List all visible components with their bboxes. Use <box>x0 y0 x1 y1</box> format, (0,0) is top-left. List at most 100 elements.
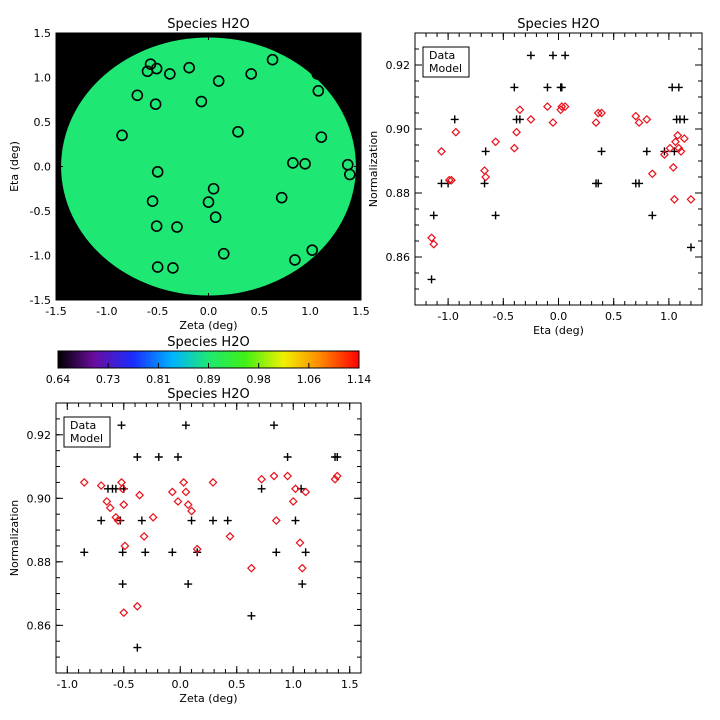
map-station-circle <box>312 85 325 97</box>
zeta-plot-model-point <box>181 487 191 497</box>
colorbar-tick-label: 0.98 <box>246 373 271 386</box>
eta-plot-data-point <box>686 243 695 252</box>
zeta-plot-model-point <box>135 490 145 500</box>
zeta-plot-frame <box>55 402 362 674</box>
map-field <box>61 37 356 296</box>
map-station-circle <box>209 211 222 224</box>
eta-plot-model-point <box>491 137 501 147</box>
eta-plot-ylabel: Normalization <box>367 131 380 207</box>
eta-plot-ytick-label: 0.90 <box>386 123 411 136</box>
eta-plot-model-point <box>634 118 644 128</box>
eta-plot-model-point <box>429 239 439 249</box>
zeta-plot-model-point <box>187 506 197 516</box>
zeta-plot-xtick-label: 1.5 <box>341 678 359 691</box>
zeta-plot-data-point <box>301 548 310 557</box>
eta-plot-model-point <box>673 130 683 140</box>
eta-plot-model-point <box>593 108 603 118</box>
map-ytick-label: 0.0 <box>34 161 52 174</box>
zeta-plot-plot-area <box>56 403 361 673</box>
map-station-circle <box>275 191 288 204</box>
zeta-plot-model-point <box>291 484 300 494</box>
eta-plot-model-point <box>665 143 675 153</box>
map-station-circle <box>232 125 244 138</box>
eta-plot-model-point <box>676 146 686 156</box>
eta-plot-model-point <box>481 172 491 182</box>
map-xtick-label: 1.0 <box>301 305 319 318</box>
map-station-circle <box>212 75 225 87</box>
eta-plot-data-point <box>648 211 657 220</box>
zeta-plot-data-point <box>168 548 177 557</box>
eta-plot-data-point <box>429 211 438 220</box>
eta-plot-data-point <box>642 147 651 156</box>
eta-plot-xlabel: Eta (deg) <box>533 324 584 337</box>
eta-plot-model-point <box>427 233 437 243</box>
eta-plot-data-point <box>481 147 490 156</box>
colorbar-tick-label: 0.64 <box>46 373 71 386</box>
colorbar-tick-label: 0.73 <box>96 373 121 386</box>
eta-plot-model-point <box>686 194 696 204</box>
zeta-plot-model-point <box>111 512 121 522</box>
map-station-circle <box>245 68 257 80</box>
zeta-plot-model-point <box>167 487 177 497</box>
eta-plot-data-point <box>557 83 566 92</box>
eta-plot-model-point <box>515 105 525 115</box>
zeta-plot-ytick-label: 0.88 <box>27 556 52 569</box>
eta-plot-plot-area <box>415 33 702 305</box>
eta-plot-model-point <box>660 150 669 160</box>
zeta-plot-model-point <box>301 487 311 497</box>
eta-plot-model-point <box>671 137 680 147</box>
eta-plot-xtick-label: 0.5 <box>605 310 623 323</box>
eta-plot-model-point <box>446 175 456 185</box>
eta-plot-xtick-label: 0.0 <box>550 310 568 323</box>
map-station-circle <box>311 68 324 80</box>
eta-plot-model-point <box>526 114 536 124</box>
eta-plot-data-point <box>510 83 519 92</box>
eta-plot-data-point <box>674 83 683 92</box>
zeta-plot-model-point <box>148 512 158 522</box>
map-station-circle <box>131 89 144 102</box>
eta-plot-model-point <box>451 127 461 137</box>
zeta-plot-data-point <box>291 516 300 525</box>
map-station-circle <box>207 182 220 195</box>
eta-plot-model-point <box>512 127 522 137</box>
zeta-plot-model-point <box>183 500 193 510</box>
eta-plot-data-point <box>526 51 535 60</box>
zeta-plot-ylabel: Normalization <box>8 500 21 576</box>
eta-plot-model-point <box>509 143 519 153</box>
zeta-plot-xlabel: Zeta (deg) <box>179 692 237 705</box>
eta-plot-model-point <box>557 102 567 112</box>
colorbar-tick-label: 0.81 <box>146 373 171 386</box>
map-station-circle <box>217 247 230 260</box>
map-station-circle <box>289 254 301 266</box>
zeta-plot-xtick-label: 0.5 <box>228 678 246 691</box>
eta-plot-title: Species H2O <box>517 17 599 32</box>
zeta-plot-data-point <box>141 548 150 557</box>
eta-plot-model-point <box>674 143 684 153</box>
zeta-plot-model-point <box>246 563 256 573</box>
zeta-plot-data-point <box>272 548 281 557</box>
map-station-circle <box>183 61 195 74</box>
eta-plot-model-point <box>642 114 652 124</box>
zeta-plot-data-point <box>187 516 196 525</box>
map-ytick-label: 0.5 <box>34 116 52 129</box>
map-xlabel: Zeta (deg) <box>179 319 237 332</box>
eta-plot-data-point <box>561 51 570 60</box>
zeta-plot-data-point <box>133 453 142 461</box>
zeta-plot-model-point <box>332 471 342 481</box>
zeta-plot-data-point <box>118 548 127 557</box>
zeta-plot-data-point <box>133 643 142 652</box>
map-station-circle <box>344 168 356 181</box>
eta-plot-model-point <box>437 146 446 156</box>
map-station-circle <box>151 261 164 273</box>
map-ytick-label: -1.0 <box>30 250 51 263</box>
zeta-plot-model-point <box>79 477 89 487</box>
zeta-plot-model-point <box>192 544 202 554</box>
eta-plot-data-point <box>594 179 603 188</box>
eta-plot-model-point <box>669 194 679 204</box>
eta-plot-model-point <box>548 118 558 128</box>
zeta-plot-model-point <box>269 471 279 481</box>
eta-plot-legend-data: Data <box>429 49 455 62</box>
eta-plot-data-point <box>635 179 644 188</box>
zeta-plot-data-point <box>181 421 190 430</box>
map-ytick-label: 1.0 <box>34 72 52 85</box>
